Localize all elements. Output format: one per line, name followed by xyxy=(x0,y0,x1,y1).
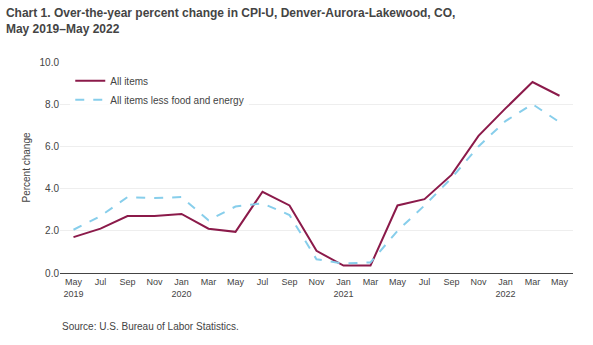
svg-text:All items: All items xyxy=(110,76,148,87)
svg-text:Sep: Sep xyxy=(281,277,297,287)
svg-text:Nov: Nov xyxy=(146,277,163,287)
svg-text:Chart 1. Over-the-year percent: Chart 1. Over-the-year percent change in… xyxy=(6,6,455,36)
svg-text:May: May xyxy=(227,277,245,287)
svg-text:Jan2021: Jan2021 xyxy=(333,277,353,299)
svg-text:2.0: 2.0 xyxy=(45,225,59,236)
svg-text:May2019: May2019 xyxy=(63,277,83,299)
svg-text:Jan2022: Jan2022 xyxy=(495,277,515,299)
svg-text:0.0: 0.0 xyxy=(45,268,59,279)
svg-text:Mar: Mar xyxy=(525,277,541,287)
svg-text:All items less food and energy: All items less food and energy xyxy=(110,95,243,106)
svg-text:Jul: Jul xyxy=(95,277,107,287)
svg-text:Jul: Jul xyxy=(419,277,431,287)
svg-text:Nov: Nov xyxy=(308,277,325,287)
svg-text:Mar: Mar xyxy=(201,277,217,287)
svg-text:Sep: Sep xyxy=(443,277,459,287)
svg-text:Sep: Sep xyxy=(119,277,135,287)
svg-text:Nov: Nov xyxy=(470,277,487,287)
svg-text:4.0: 4.0 xyxy=(45,183,59,194)
svg-text:Jul: Jul xyxy=(257,277,269,287)
svg-text:Source: U.S. Bureau of Labor S: Source: U.S. Bureau of Labor Statistics. xyxy=(62,321,239,332)
svg-text:6.0: 6.0 xyxy=(45,141,59,152)
svg-text:Mar: Mar xyxy=(363,277,379,287)
svg-text:May: May xyxy=(389,277,407,287)
svg-text:Percent change: Percent change xyxy=(21,132,32,202)
svg-text:Jan2020: Jan2020 xyxy=(171,277,191,299)
svg-text:8.0: 8.0 xyxy=(45,99,59,110)
svg-text:10.0: 10.0 xyxy=(40,57,60,68)
svg-text:May: May xyxy=(551,277,569,287)
